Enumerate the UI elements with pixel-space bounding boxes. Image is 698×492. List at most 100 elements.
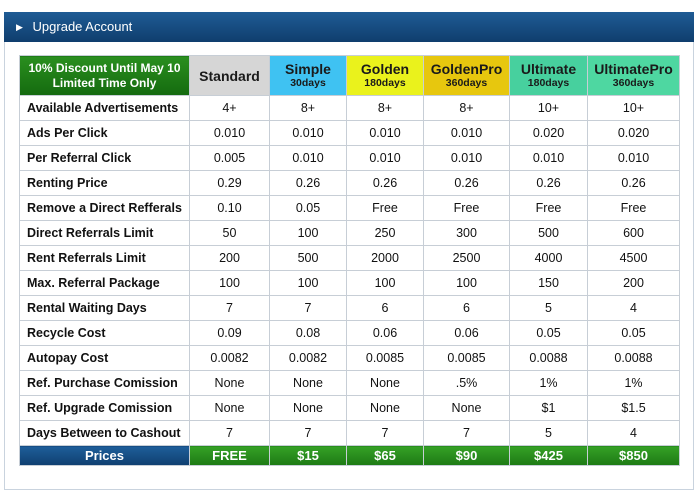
table-cell: 0.26 bbox=[423, 170, 510, 196]
plan-header-standard[interactable]: Standard bbox=[189, 55, 270, 96]
table-cell: 0.05 bbox=[509, 320, 588, 346]
table-cell: 0.010 bbox=[346, 145, 424, 171]
table-cell: 100 bbox=[269, 270, 347, 296]
table-cell: 4 bbox=[587, 295, 680, 321]
row-label: Rent Referrals Limit bbox=[19, 245, 190, 271]
price-ultimate[interactable]: $425 bbox=[509, 445, 588, 466]
plan-header-ultimatepro[interactable]: UltimatePro 360days bbox=[587, 55, 680, 96]
table-cell: 0.0085 bbox=[346, 345, 424, 371]
table-cell: 0.29 bbox=[189, 170, 270, 196]
table-cell: 7 bbox=[346, 420, 424, 446]
row-label: Recycle Cost bbox=[19, 320, 190, 346]
plan-duration: 180days bbox=[527, 77, 570, 89]
plan-name: Ultimate bbox=[520, 61, 577, 77]
plan-name: GoldenPro bbox=[430, 61, 503, 77]
table-cell: 100 bbox=[189, 270, 270, 296]
table-cell: None bbox=[189, 395, 270, 421]
price-standard[interactable]: FREE bbox=[189, 445, 270, 466]
table-cell: 600 bbox=[587, 220, 680, 246]
table-row: Per Referral Click 0.005 0.010 0.010 0.0… bbox=[19, 145, 680, 171]
table-cell: .5% bbox=[423, 370, 510, 396]
table-cell: 150 bbox=[509, 270, 588, 296]
table-cell: 0.010 bbox=[346, 120, 424, 146]
row-label: Days Between to Cashout bbox=[19, 420, 190, 446]
table-row: Autopay Cost 0.0082 0.0082 0.0085 0.0085… bbox=[19, 345, 680, 371]
plan-header-simple[interactable]: Simple 30days bbox=[269, 55, 347, 96]
table-cell: 0.06 bbox=[423, 320, 510, 346]
table-cell: 0.010 bbox=[509, 145, 588, 171]
row-label: Renting Price bbox=[19, 170, 190, 196]
table-cell: 0.020 bbox=[509, 120, 588, 146]
plan-name: Simple bbox=[285, 61, 331, 77]
plans-comparison-table: 10% Discount Until May 10 Limited Time O… bbox=[19, 55, 680, 466]
table-row: Ref. Upgrade Comission None None None No… bbox=[19, 395, 680, 421]
plan-header-goldenpro[interactable]: GoldenPro 360days bbox=[423, 55, 510, 96]
table-cell: 0.020 bbox=[587, 120, 680, 146]
table-cell: 4000 bbox=[509, 245, 588, 271]
table-cell: 0.10 bbox=[189, 195, 270, 221]
prices-row: Prices FREE $15 $65 $90 $425 $850 bbox=[19, 445, 680, 466]
table-cell: 0.010 bbox=[189, 120, 270, 146]
table-cell: 0.010 bbox=[423, 120, 510, 146]
table-cell: 300 bbox=[423, 220, 510, 246]
row-label: Ref. Purchase Comission bbox=[19, 370, 190, 396]
table-cell: 7 bbox=[269, 420, 347, 446]
table-cell: None bbox=[423, 395, 510, 421]
table-cell: 0.05 bbox=[269, 195, 347, 221]
price-golden[interactable]: $65 bbox=[346, 445, 424, 466]
plan-duration: 180days bbox=[364, 77, 406, 89]
table-cell: 50 bbox=[189, 220, 270, 246]
table-cell: $1 bbox=[509, 395, 588, 421]
table-cell: 6 bbox=[423, 295, 510, 321]
table-cell: 8+ bbox=[269, 95, 347, 121]
promo-line-1: 10% Discount Until May 10 bbox=[28, 60, 181, 75]
plan-duration: 360days bbox=[445, 77, 488, 89]
table-cell: 7 bbox=[189, 295, 270, 321]
table-header-row: 10% Discount Until May 10 Limited Time O… bbox=[19, 55, 680, 96]
row-label: Autopay Cost bbox=[19, 345, 190, 371]
table-row: Renting Price 0.29 0.26 0.26 0.26 0.26 0… bbox=[19, 170, 680, 196]
plan-name: Golden bbox=[360, 61, 410, 77]
table-cell: 7 bbox=[189, 420, 270, 446]
row-label: Remove a Direct Refferals bbox=[19, 195, 190, 221]
table-cell: 100 bbox=[269, 220, 347, 246]
plan-header-golden[interactable]: Golden 180days bbox=[346, 55, 424, 96]
table-cell: 0.0082 bbox=[269, 345, 347, 371]
plan-name: UltimatePro bbox=[594, 61, 673, 77]
table-cell: 200 bbox=[587, 270, 680, 296]
row-label: Per Referral Click bbox=[19, 145, 190, 171]
table-cell: 0.0088 bbox=[509, 345, 588, 371]
table-cell: 0.26 bbox=[346, 170, 424, 196]
table-cell: None bbox=[189, 370, 270, 396]
table-cell: None bbox=[346, 370, 424, 396]
table-row: Ref. Purchase Comission None None None .… bbox=[19, 370, 680, 396]
table-cell: 2500 bbox=[423, 245, 510, 271]
table-cell: 0.08 bbox=[269, 320, 347, 346]
table-row: Remove a Direct Refferals 0.10 0.05 Free… bbox=[19, 195, 680, 221]
plan-header-ultimate[interactable]: Ultimate 180days bbox=[509, 55, 588, 96]
table-cell: None bbox=[346, 395, 424, 421]
row-label: Direct Referrals Limit bbox=[19, 220, 190, 246]
table-cell: 4500 bbox=[587, 245, 680, 271]
table-cell: 4+ bbox=[189, 95, 270, 121]
table-cell: 1% bbox=[587, 370, 680, 396]
table-cell: 0.05 bbox=[587, 320, 680, 346]
table-cell: 0.26 bbox=[269, 170, 347, 196]
table-cell: 6 bbox=[346, 295, 424, 321]
price-simple[interactable]: $15 bbox=[269, 445, 347, 466]
table-cell: Free bbox=[423, 195, 510, 221]
table-cell: 0.0088 bbox=[587, 345, 680, 371]
price-goldenpro[interactable]: $90 bbox=[423, 445, 510, 466]
table-cell: 2000 bbox=[346, 245, 424, 271]
row-label: Max. Referral Package bbox=[19, 270, 190, 296]
price-ultimatepro[interactable]: $850 bbox=[587, 445, 680, 466]
table-cell: 100 bbox=[346, 270, 424, 296]
table-cell: 5 bbox=[509, 295, 588, 321]
row-label: Ads Per Click bbox=[19, 120, 190, 146]
table-cell: Free bbox=[509, 195, 588, 221]
table-cell: 0.0085 bbox=[423, 345, 510, 371]
table-row: Direct Referrals Limit 50 100 250 300 50… bbox=[19, 220, 680, 246]
table-row: Recycle Cost 0.09 0.08 0.06 0.06 0.05 0.… bbox=[19, 320, 680, 346]
table-cell: 10+ bbox=[509, 95, 588, 121]
table-cell: 0.09 bbox=[189, 320, 270, 346]
